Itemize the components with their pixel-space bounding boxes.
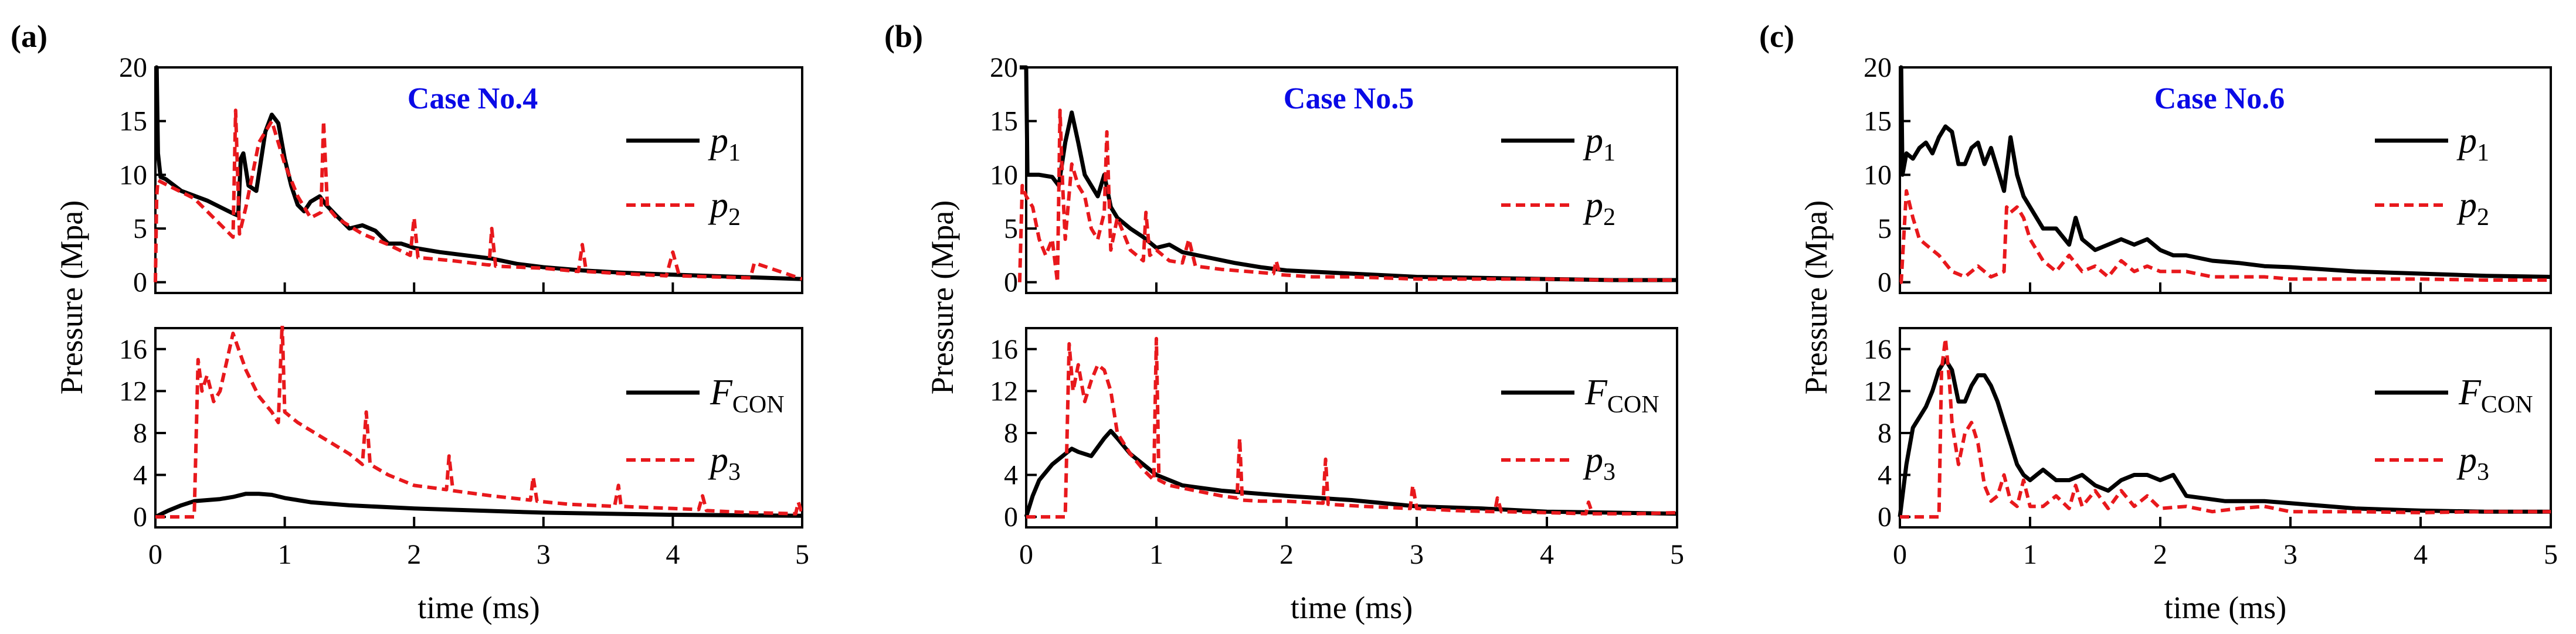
x-axis-label: time (ms) [2164,590,2286,625]
x-tick-label: 1 [2023,539,2037,570]
series-line-f-con [154,492,802,519]
legend-label-p1: p1 [708,121,741,166]
x-tick-label: 3 [2283,539,2297,570]
y-tick-label: 15 [1864,106,1892,137]
series-line-p2 [1899,189,2551,284]
y-tick-label: 15 [119,106,147,137]
legend-label-p3: p3 [2456,440,2489,486]
y-tick-label: 4 [1004,460,1018,491]
y-tick-label: 16 [1864,334,1892,365]
x-tick-label: 5 [795,539,809,570]
axes-frame [154,327,803,529]
panel-label: (b) [884,19,923,54]
case-title: Case No.5 [1284,82,1414,115]
legend-label-p1: p1 [1583,121,1615,166]
case-title: Case No.6 [2154,82,2285,115]
legend-label-f-con: FCON [2458,373,2533,418]
legend-label-f-con: FCON [710,373,785,418]
legend-label-f-con: FCON [1584,373,1659,418]
series-line-p2 [1017,108,1677,284]
x-tick-label: 1 [278,539,292,570]
y-tick-label: 4 [133,460,147,491]
y-tick-label: 0 [1878,267,1892,298]
y-tick-label: 10 [119,159,147,190]
series-line-p3 [1900,336,2551,519]
series-line-p1 [154,65,802,281]
x-axis-label: time (ms) [418,590,539,625]
subplot-top: 0 5 10 15 20 p1 p2 [1864,52,2552,298]
axes-frame [1025,327,1678,529]
series-line-p1 [1019,65,1677,282]
x-tick-label: 0 [148,539,162,570]
y-tick-label: 0 [1004,267,1018,298]
legend-label-p1: p1 [2456,121,2489,166]
y-tick-label: 0 [133,502,147,533]
x-tick-label: 4 [666,539,680,570]
series-line-p3 [1026,336,1677,519]
legend-label-p2: p2 [2456,185,2489,231]
x-tick-label: 0 [1893,539,1907,570]
y-tick-label: 8 [1878,418,1892,449]
y-tick-label: 20 [119,52,147,83]
x-tick-label: 2 [407,539,421,570]
x-tick-label: 2 [1279,539,1294,570]
y-tick-label: 5 [1878,213,1892,244]
case-title: Case No.4 [408,82,538,115]
axes-frame [1025,66,1678,294]
y-tick-label: 12 [990,376,1018,407]
y-tick-label: 12 [119,376,147,407]
y-tick-label: 20 [990,52,1018,83]
y-tick-label: 5 [133,213,147,244]
y-tick-label: 0 [1004,502,1018,533]
y-tick-label: 5 [1004,213,1018,244]
x-tick-label: 4 [1540,539,1554,570]
y-tick-label: 0 [1878,502,1892,533]
y-tick-label: 15 [990,106,1018,137]
y-tick-label: 8 [133,418,147,449]
axes-frame [154,66,803,294]
y-tick-label: 20 [1864,52,1892,83]
y-axis-label: Pressure (Mpa) [1798,200,1834,394]
x-tick-label: 2 [2153,539,2167,570]
series-line-p3 [155,326,802,519]
x-tick-label: 1 [1149,539,1163,570]
series-line-p1 [1899,65,2551,279]
y-tick-label: 4 [1878,460,1892,491]
x-tick-label: 0 [1019,539,1033,570]
subplot-top: 0 5 10 15 20 p1 p2 [990,52,1678,298]
legend-label-p3: p3 [708,440,741,486]
x-tick-label: 5 [2544,539,2558,570]
series-line-p2 [154,108,802,282]
x-axis-label: time (ms) [1291,590,1413,625]
legend-label-p2: p2 [1583,185,1615,231]
y-tick-label: 12 [1864,376,1892,407]
panel-label: (a) [11,19,47,54]
axes-frame [1899,66,2552,294]
legend-label-p3: p3 [1583,440,1615,486]
x-tick-label: 3 [1410,539,1424,570]
x-tick-label: 3 [537,539,551,570]
panel-label: (c) [1759,19,1794,54]
series-line-f-con [1898,357,2551,517]
axes-frame [1899,327,2552,529]
y-tick-label: 0 [133,267,147,298]
y-tick-label: 10 [990,159,1018,190]
legend-label-p2: p2 [708,185,741,231]
y-axis-label: Pressure (Mpa) [925,200,960,394]
x-tick-label: 4 [2414,539,2428,570]
y-axis-label: Pressure (Mpa) [54,200,89,394]
y-tick-label: 16 [119,334,147,365]
y-tick-label: 16 [990,334,1018,365]
y-tick-label: 10 [1864,159,1892,190]
y-tick-label: 8 [1004,418,1018,449]
subplot-top: 0 5 10 15 20 p1 p2 [119,52,803,298]
x-tick-label: 5 [1670,539,1684,570]
